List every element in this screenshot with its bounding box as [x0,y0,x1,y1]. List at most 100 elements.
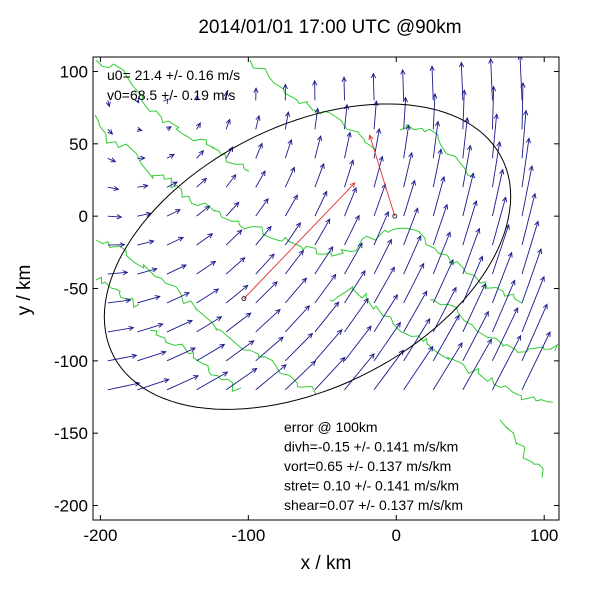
x-axis-label: x / km [301,553,352,574]
coastline [95,239,317,395]
red-vector-head [350,182,356,188]
x-tick-label: -100 [231,526,265,545]
wind-arrow [462,117,468,159]
annotation-line: shear=0.07 +/- 0.137 m/s/km [284,497,463,513]
wind-arrow [196,371,228,391]
wind-arrow [432,176,445,217]
wind-arrow-head [360,269,366,276]
wind-arrow-layer [105,57,551,391]
wind-arrow [196,122,201,130]
wind-arrow-head [437,148,443,155]
wind-arrow [344,298,369,333]
wind-arrow-head [255,114,261,121]
annotation-line: vort=0.65 +/- 0.137 m/s/km [284,458,451,474]
wind-arrow-head [116,214,123,220]
wind-arrow-head [545,331,551,338]
y-tick-label: -100 [54,352,88,371]
annotation-bottom-right: error @ 100km divh=-0.15 +/- 0.141 m/s/km… [284,419,463,513]
wind-arrow-head [216,316,223,322]
wind-arrow [284,333,313,362]
wind-arrow [373,211,389,246]
wind-arrow [344,187,357,217]
wind-arrow [431,66,434,101]
wind-arrow [284,112,289,130]
wind-arrow-head [125,298,132,304]
wind-arrow [462,311,489,362]
wind-arrow-head [349,159,355,166]
wind-arrow-head [502,196,508,203]
wind-arrow [491,141,501,188]
wind-arrow-head [384,210,390,217]
annotation-line: u0= 21.4 +/- 0.16 m/s [107,67,240,83]
wind-arrow-head [478,255,484,262]
wind-arrow-head [334,301,340,308]
wind-arrow [462,173,474,217]
wind-arrow-head [454,314,460,321]
wind-arrow-head [317,135,323,142]
wind-arrow-head [336,329,343,335]
wind-arrow-head [304,305,311,311]
wind-arrow [373,184,386,217]
wind-arrow-head [322,190,328,197]
wind-arrow [196,344,225,362]
wind-arrow [137,185,148,188]
wind-arrow-head [163,98,169,105]
wind-arrow-head [428,345,434,352]
wind-arrow-head [242,284,249,291]
wind-arrow-head [278,336,284,342]
wind-arrow [284,222,301,246]
y-axis-label: y / km [14,265,35,316]
wind-arrow-head [510,279,516,286]
wind-arrow-head [290,166,295,173]
wind-arrow [491,86,495,130]
wind-arrow [344,270,366,304]
wind-arrow-head [275,308,281,315]
wind-arrow [432,232,451,275]
coastline [249,59,376,151]
wind-arrow-head [223,90,229,97]
wind-arrow-head [245,312,252,318]
wind-arrow [403,125,410,159]
wind-arrow [521,138,530,188]
wind-arrow [314,163,325,188]
coastline [399,123,476,179]
annotation-line: divh=-0.15 +/- 0.141 m/s/km [284,439,458,455]
wind-arrow [137,323,163,333]
wind-arrow-head [341,76,347,82]
wind-arrow-head [239,257,246,263]
wind-arrow [403,152,413,188]
wind-arrow [284,194,298,217]
wind-arrow [166,209,181,217]
coastline [499,419,544,478]
wind-arrow [284,167,295,188]
wind-arrow-head [328,245,334,252]
wind-arrow-head [346,131,352,138]
wind-arrow-head [416,234,422,241]
wind-arrow [314,136,322,159]
wind-arrow [284,250,304,275]
wind-arrow [137,351,166,362]
wind-arrow-head [307,332,314,339]
wind-arrow [373,239,392,275]
wind-arrow [107,157,116,163]
ellipse [103,103,512,410]
wind-arrow-head [398,349,404,356]
wind-arrow-head [251,367,258,374]
wind-arrow-head [225,118,231,125]
coastline [94,114,523,304]
wind-arrow-head [537,248,543,255]
wind-arrow [462,90,465,130]
wind-arrow-head [142,183,149,189]
wind-arrow-head [134,97,140,104]
wind-arrow [521,221,539,275]
wind-arrow [432,204,448,246]
wind-arrow-head [389,266,395,273]
wind-arrow [225,368,257,391]
wind-arrow [403,180,416,217]
wind-arrow [491,114,498,159]
wind-arrow-head [272,281,278,287]
wind-arrow [432,287,457,333]
wind-arrow [314,191,328,217]
wind-arrow [314,329,343,362]
wind-arrow-head [517,57,523,61]
